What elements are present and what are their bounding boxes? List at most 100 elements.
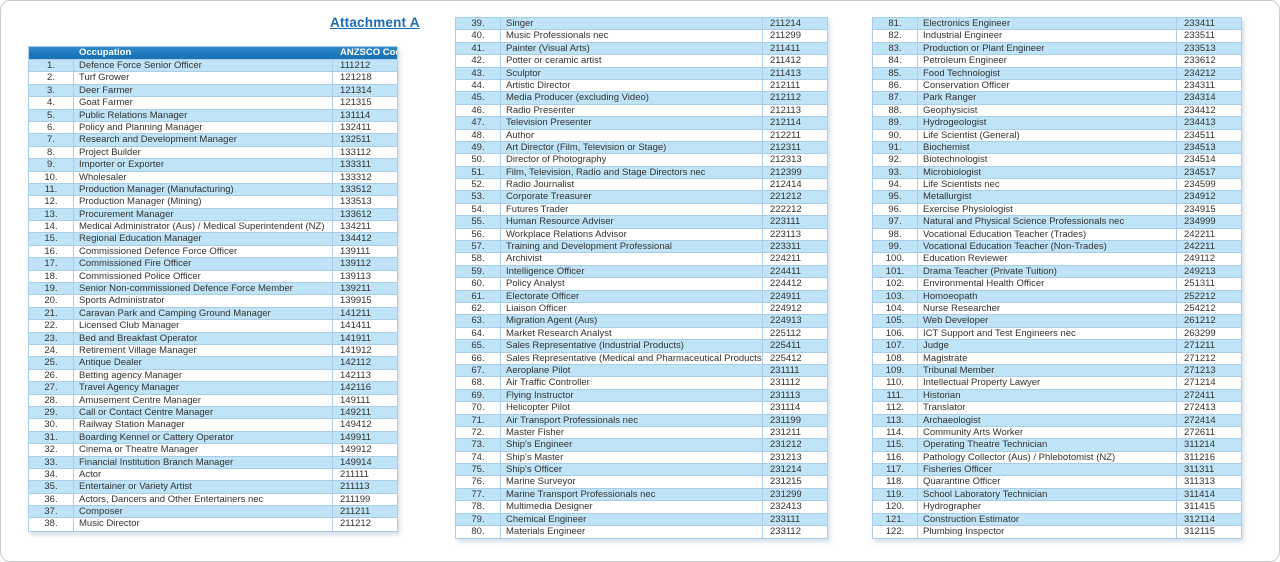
row-number-cell: 56. — [456, 228, 501, 240]
occupation-cell: Vocational Education Teacher (Trades) — [918, 228, 1177, 240]
table-row: 86. Conservation Officer 234311 — [873, 79, 1241, 93]
occupation-cell: Archivist — [501, 253, 763, 265]
row-number-cell: 103. — [873, 290, 918, 302]
occupation-cell: Conservation Officer — [918, 79, 1177, 92]
occupation-cell: Artistic Director — [501, 79, 763, 92]
row-number-cell: 22. — [29, 320, 74, 332]
occupation-table-column-1: Occupation ANZSCO Code 1.Defence Force S… — [28, 46, 398, 532]
table-row: 117. Fisheries Officer 311311 — [873, 464, 1241, 477]
occupation-cell: Art Director (Film, Television or Stage) — [501, 141, 763, 154]
row-number-cell: 87. — [873, 92, 918, 104]
occupation-cell: Cinema or Theatre Manager — [74, 444, 333, 456]
table-row: 72. Master Fisher 231211 — [456, 426, 827, 440]
occupation-cell: Natural and Physical Science Professiona… — [918, 216, 1177, 228]
anzsco-code-cell: 121218 — [340, 72, 372, 84]
table-row: 36. Actors, Dancers and Other Entertainer… — [29, 493, 397, 507]
table-row: 21. Caravan Park and Camping Ground Manag… — [29, 307, 397, 321]
occupation-cell: Antique Dealer — [74, 357, 333, 369]
table-row: 4. Goat Farmer 121315 — [29, 97, 397, 110]
occupation-cell: Intellectual Property Lawyer — [918, 377, 1177, 389]
anzsco-code-cell: 111212 — [340, 60, 371, 71]
row-number-cell: 72. — [456, 426, 501, 439]
occupation-cell: Marine Transport Professionals nec — [501, 488, 763, 501]
occupation-cell: Plumbing Inspector — [918, 526, 1177, 539]
row-number-cell: 8. — [29, 146, 74, 159]
table-row: 23. Bed and Breakfast Operator 141911 — [29, 332, 397, 345]
anzsco-code-cell: 139112 — [340, 258, 371, 270]
anzsco-code-cell: 225412 — [770, 352, 802, 364]
occupation-cell: Singer — [501, 18, 763, 30]
occupation-cell: Tribunal Member — [918, 364, 1177, 377]
table-row: 122. Plumbing Inspector 312115 — [873, 526, 1241, 539]
row-number-cell: 18. — [29, 270, 74, 282]
row-number-cell: 77. — [456, 488, 501, 501]
row-number-cell: 83. — [873, 42, 918, 55]
anzsco-code-cell: 223113 — [770, 228, 801, 240]
occupation-cell: Policy and Planning Manager — [74, 121, 333, 134]
anzsco-code-cell: 261212 — [1184, 315, 1216, 327]
occupation-cell: Training and Development Professional — [501, 241, 763, 253]
table-row: 19. Senior Non-commissioned Defence Force… — [29, 283, 397, 296]
occupation-cell: Licensed Club Manager — [74, 320, 333, 332]
row-number-cell: 63. — [456, 315, 501, 327]
anzsco-code-cell: 224912 — [770, 302, 802, 314]
row-number-cell: 118. — [873, 476, 918, 488]
table-row: 18. Commissioned Police Officer 139113 — [29, 270, 397, 284]
anzsco-code-cell: 311313 — [1184, 476, 1215, 488]
table-row: 37. Composer 211211 — [29, 506, 397, 519]
occupation-cell: Amusement Centre Manager — [74, 394, 333, 406]
table-row: 34. Actor 211111 — [29, 468, 397, 482]
anzsco-code-cell: 234511 — [1184, 129, 1215, 141]
row-number-cell: 90. — [873, 129, 918, 141]
row-number-cell: 45. — [456, 92, 501, 104]
occupation-cell: Aeroplane Pilot — [501, 364, 763, 377]
table-row: 110. Intellectual Property Lawyer 271214 — [873, 377, 1241, 390]
table-row: 89. Hydrogeologist 234413 — [873, 117, 1241, 130]
occupation-cell: Music Professionals nec — [501, 30, 763, 42]
occupation-cell: Geophysicist — [918, 104, 1177, 117]
occupation-cell: Sports Administrator — [74, 295, 333, 307]
anzsco-code-cell: 149111 — [340, 394, 371, 406]
anzsco-code-cell: 231213 — [770, 451, 802, 463]
occupation-cell: Radio Journalist — [501, 179, 763, 191]
header-occupation-cell: Occupation — [79, 47, 132, 58]
anzsco-code-cell: 211413 — [770, 67, 801, 79]
anzsco-code-cell: 234212 — [1184, 67, 1216, 79]
occupation-cell: Pathology Collector (Aus) / Phlebotomist… — [918, 451, 1177, 464]
anzsco-code-cell: 211412 — [770, 55, 801, 67]
occupation-cell: Production or Plant Engineer — [918, 42, 1177, 55]
anzsco-code-cell: 233111 — [770, 513, 801, 525]
row-number-cell: 43. — [456, 67, 501, 79]
row-number-cell: 121. — [873, 513, 918, 525]
occupation-cell: Defence Force Senior Officer — [74, 60, 333, 72]
occupation-cell: Microbiologist — [918, 166, 1177, 179]
table-row: 8. Project Builder 133112 — [29, 146, 397, 160]
occupation-cell: Vocational Education Teacher (Non-Trades… — [918, 241, 1177, 253]
occupation-cell: Regional Education Manager — [74, 233, 333, 245]
anzsco-code-cell: 121314 — [340, 84, 372, 96]
occupation-cell: Director of Photography — [501, 154, 763, 166]
row-number-cell: 122. — [873, 526, 918, 539]
table-row: 105. Web Developer 261212 — [873, 315, 1241, 328]
anzsco-code-cell: 311415 — [1184, 501, 1215, 513]
occupation-cell: Production Manager (Manufacturing) — [74, 183, 333, 196]
table-row: 20. Sports Administrator 139915 — [29, 295, 397, 308]
anzsco-code-cell: 133312 — [340, 171, 372, 183]
table-row: 66. Sales Representative (Medical and Pha… — [456, 352, 827, 365]
occupation-cell: Corporate Treasurer — [501, 191, 763, 203]
table-row: 97. Natural and Physical Science Professi… — [873, 216, 1241, 229]
table-row: 100. Education Reviewer 249112 — [873, 253, 1241, 266]
anzsco-code-cell: 271211 — [1184, 340, 1215, 352]
anzsco-code-cell: 231112 — [770, 377, 801, 389]
table-row: 43. Sculptor 211413 — [456, 67, 827, 80]
anzsco-code-cell: 142113 — [340, 369, 371, 381]
table-row: 69. Flying Instructor 231113 — [456, 389, 827, 403]
row-number-cell: 71. — [456, 414, 501, 426]
table-row: 94. Life Scientists nec 234599 — [873, 179, 1241, 192]
row-number-cell: 19. — [29, 283, 74, 295]
row-number-cell: 85. — [873, 67, 918, 79]
occupation-cell: Industrial Engineer — [918, 30, 1177, 42]
row-number-cell: 67. — [456, 364, 501, 377]
anzsco-code-cell: 212313 — [770, 154, 802, 166]
row-number-cell: 97. — [873, 216, 918, 228]
